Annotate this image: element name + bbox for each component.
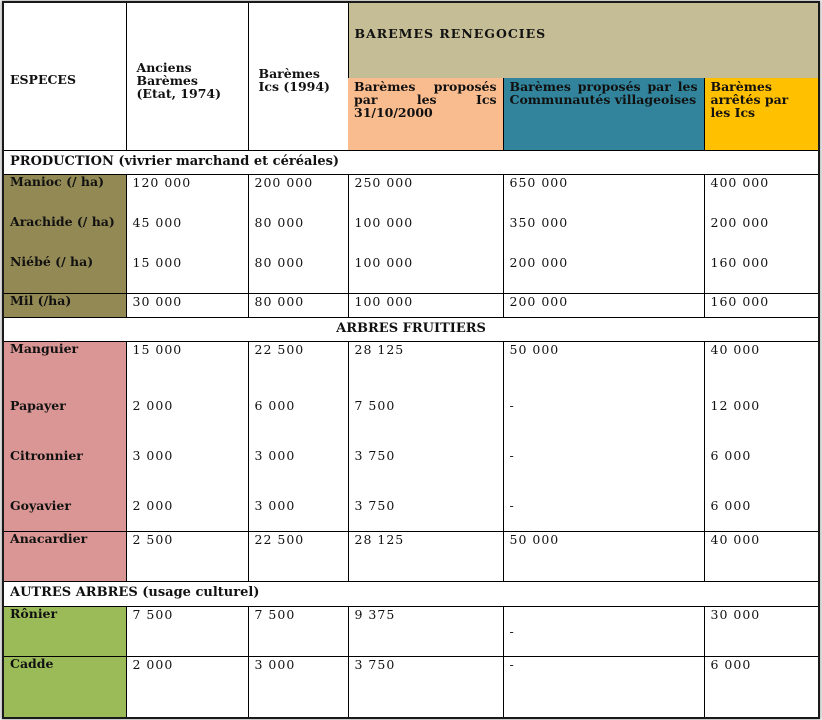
header-propose-ics: Barèmes proposés par les Ics 31/10/2000	[348, 77, 503, 151]
table-row: Mil (/ha) 30 000 80 000 100 000 200 000 …	[4, 292, 819, 318]
value-cell: -	[502, 480, 704, 532]
value-cell: 2 000	[125, 480, 248, 532]
value-cell: 350 000	[502, 214, 704, 256]
value-cell: 3 000	[247, 480, 348, 532]
value-cell: 3 750	[347, 655, 503, 717]
value-cell: 650 000	[502, 173, 704, 215]
value-cell: 200 000	[703, 214, 819, 256]
value-cell: 9 375	[347, 605, 503, 657]
table-row: Papayer 2 000 6 000 7 500 - 12 000	[4, 380, 819, 431]
header-propose-communautes: Barèmes proposés par les Communautés vil…	[502, 77, 704, 151]
value-cell: 30 000	[125, 292, 248, 318]
value-cell: 200 000	[247, 173, 348, 215]
value-cell: 3 000	[247, 655, 348, 717]
value-cell: 3 000	[125, 430, 248, 481]
bareme-table: ESPECES Anciens Barèmes (Etat, 1974) Bar…	[4, 3, 819, 717]
value-cell: 2 000	[125, 655, 248, 717]
value-cell: -	[502, 430, 704, 481]
value-cell: 7 500	[247, 605, 348, 657]
species-cell: Goyavier	[4, 480, 126, 532]
species-cell: Citronnier	[4, 430, 126, 481]
value-cell: 6 000	[703, 430, 819, 481]
value-cell: 80 000	[247, 292, 348, 318]
value-cell: 45 000	[125, 214, 248, 256]
value-cell: 160 000	[703, 255, 819, 294]
table-row: Rônier 7 500 7 500 9 375 - 30 000	[4, 605, 819, 657]
value-cell: 3 750	[347, 430, 503, 481]
value-cell: 2 500	[125, 530, 248, 582]
species-cell: Niébé (/ ha)	[4, 255, 126, 294]
value-cell: 120 000	[125, 173, 248, 215]
species-cell: Cadde	[4, 655, 126, 717]
value-cell: 7 500	[347, 380, 503, 431]
value-cell: 80 000	[247, 214, 348, 256]
table-row: Manioc (/ ha) 120 000 200 000 250 000 65…	[4, 173, 819, 215]
value-cell: 40 000	[703, 341, 819, 381]
value-cell: 7 500	[125, 605, 248, 657]
value-cell: 30 000	[703, 605, 819, 657]
value-cell: 80 000	[247, 255, 348, 294]
species-cell: Rônier	[4, 605, 126, 657]
table-row: Cadde 2 000 3 000 3 750 - 6 000	[4, 655, 819, 717]
table-row: Manguier 15 000 22 500 28 125 50 000 40 …	[4, 341, 819, 381]
section-arbres-fruitiers: ARBRES FRUITIERS	[4, 317, 819, 342]
value-cell: 28 125	[347, 530, 503, 582]
value-cell: 100 000	[347, 292, 503, 318]
value-cell: 50 000	[502, 530, 704, 582]
header-anciens-baremes: Anciens Barèmes (Etat, 1974)	[125, 3, 248, 151]
table-row: Niébé (/ ha) 15 000 80 000 100 000 200 0…	[4, 255, 819, 294]
table-row: Arachide (/ ha) 45 000 80 000 100 000 35…	[4, 214, 819, 256]
value-cell: 3 750	[347, 480, 503, 532]
header-baremes-renegocies: BAREMES RENEGOCIES	[347, 3, 819, 78]
value-cell: 160 000	[703, 292, 819, 318]
species-cell: Anacardier	[4, 530, 126, 582]
species-cell: Manguier	[4, 341, 126, 381]
header-baremes-ics: Barèmes Ics (1994)	[247, 3, 348, 151]
value-cell: 15 000	[125, 341, 248, 381]
value-cell: 6 000	[247, 380, 348, 431]
species-cell: Manioc (/ ha)	[4, 173, 126, 215]
value-cell: -	[502, 655, 704, 717]
species-cell: Mil (/ha)	[4, 292, 126, 318]
value-cell: -	[502, 605, 704, 657]
value-cell: 2 000	[125, 380, 248, 431]
value-cell: 6 000	[703, 655, 819, 717]
value-cell: 250 000	[347, 173, 503, 215]
value-cell: 6 000	[703, 480, 819, 532]
value-cell: 100 000	[347, 255, 503, 294]
value-cell: 3 000	[247, 430, 348, 481]
species-cell: Papayer	[4, 380, 126, 431]
value-cell: 28 125	[347, 341, 503, 381]
value-cell: 15 000	[125, 255, 248, 294]
table-row: Goyavier 2 000 3 000 3 750 - 6 000	[4, 480, 819, 532]
species-cell: Arachide (/ ha)	[4, 214, 126, 256]
value-cell: 50 000	[502, 341, 704, 381]
section-production: PRODUCTION (vivrier marchand et céréales…	[4, 149, 819, 175]
value-cell: 40 000	[703, 530, 819, 582]
section-autres-arbres: AUTRES ARBRES (usage culturel)	[4, 581, 819, 607]
value-cell: 22 500	[247, 341, 348, 381]
value-cell: -	[502, 380, 704, 431]
value-cell: 100 000	[347, 214, 503, 256]
table-row: Anacardier 2 500 22 500 28 125 50 000 40…	[4, 530, 819, 582]
value-cell: 200 000	[502, 292, 704, 318]
header-especes: ESPECES	[10, 71, 76, 87]
value-cell: 12 000	[703, 380, 819, 431]
value-cell: 22 500	[247, 530, 348, 582]
value-cell: 400 000	[703, 173, 819, 215]
header-arretes-ics: Barèmes arrêtés par les Ics	[703, 77, 819, 151]
value-cell: 200 000	[502, 255, 704, 294]
table-row: Citronnier 3 000 3 000 3 750 - 6 000	[4, 430, 819, 481]
